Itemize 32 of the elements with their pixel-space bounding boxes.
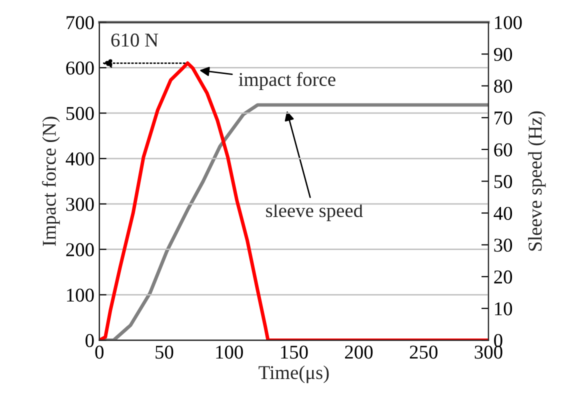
y-tick-label: 100 xyxy=(67,288,94,302)
y-tick-label: 700 xyxy=(66,16,94,30)
y2-tick-label: 60 xyxy=(494,143,512,156)
x-tick-label: 300 xyxy=(474,346,502,359)
y2-tick-label: 0 xyxy=(494,334,502,348)
y2-tick-label: 100 xyxy=(495,16,522,30)
x-tick-label: 0 xyxy=(95,346,104,359)
y2-tick-label: 70 xyxy=(494,111,512,125)
y-tick-label: 600 xyxy=(66,62,94,75)
x-tick-label: 250 xyxy=(410,346,438,359)
y-tick-label: 500 xyxy=(66,106,94,120)
y-tick-label: 400 xyxy=(66,152,94,166)
y-tick-label: 0 xyxy=(86,334,94,348)
y2-tick-label: 10 xyxy=(495,302,512,316)
y2-tick-label: 90 xyxy=(494,48,512,62)
x-tick-label: 50 xyxy=(156,346,174,359)
annotation: 610 N xyxy=(111,34,158,47)
y-tick-label: 300 xyxy=(66,198,94,211)
x-tick-label: 200 xyxy=(345,346,373,359)
y-axis-title: Impact force (N) xyxy=(42,116,60,246)
annotation: sleeve speed xyxy=(266,203,363,222)
y2-tick-label: 40 xyxy=(494,206,512,220)
x-tick-label: 150 xyxy=(281,346,308,359)
annotation: impact force xyxy=(238,72,336,90)
y2-tick-label: 20 xyxy=(494,270,512,284)
y2-axis-title: Sleeve speed (Hz) xyxy=(528,111,546,251)
y-tick-label: 200 xyxy=(66,243,94,256)
y2-tick-label: 30 xyxy=(494,238,512,252)
y2-tick-label: 50 xyxy=(494,175,512,188)
y2-tick-label: 80 xyxy=(494,80,512,93)
x-axis-title: Time(μs) xyxy=(258,365,329,384)
x-tick-label: 100 xyxy=(216,346,243,359)
